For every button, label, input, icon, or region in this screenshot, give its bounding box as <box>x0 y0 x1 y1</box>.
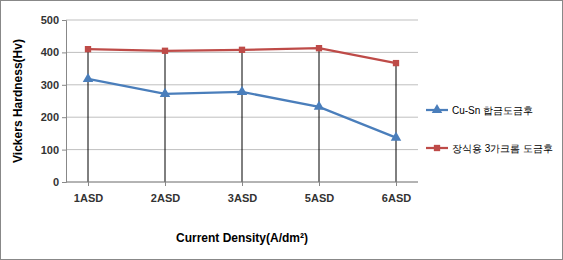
tick-label: 2ASD <box>151 192 180 204</box>
marker <box>393 60 399 66</box>
tick-mark <box>62 52 66 53</box>
marker <box>83 73 94 82</box>
tick-label: 3ASD <box>228 192 257 204</box>
tick-mark <box>319 182 320 186</box>
drop-line <box>396 63 397 182</box>
x-axis: 1ASD 2ASD 3ASD 5ASD 6ASD <box>66 182 418 204</box>
tick: 6ASD <box>382 182 411 204</box>
marker <box>316 45 322 51</box>
tick-mark <box>88 182 89 186</box>
chart: 0 100 200 300 400 500 1ASD 2ASD 3ASD 5ASD 6ASD Curr… <box>0 0 563 260</box>
series <box>83 73 402 141</box>
legend-label: 장식용 3가크롬 도금후 <box>452 143 553 154</box>
marker <box>237 86 248 95</box>
tick: 200 <box>41 111 66 123</box>
legend-marker <box>434 145 440 151</box>
y-axis-title: Vickers Hardness(Hv) <box>11 39 25 163</box>
chart-frame <box>1 1 563 260</box>
tick: 5ASD <box>305 182 334 204</box>
marker <box>391 132 402 141</box>
tick-mark <box>62 117 66 118</box>
axis-line <box>62 21 67 183</box>
marker <box>314 101 325 110</box>
tick-mark <box>62 182 66 183</box>
drop-line <box>165 51 166 182</box>
marker <box>162 48 168 54</box>
tick-label: 5ASD <box>305 192 334 204</box>
series <box>85 45 399 66</box>
tick: 300 <box>41 79 66 91</box>
tick: 3ASD <box>228 182 257 204</box>
drop-line <box>242 50 243 182</box>
tick: 400 <box>41 46 66 58</box>
legend-item: Cu-Sn 합금도금후 <box>426 104 533 116</box>
plot-area <box>83 45 402 182</box>
tick: 1ASD <box>74 182 103 204</box>
tick-label: 400 <box>41 46 59 58</box>
tick: 500 <box>41 14 66 26</box>
tick-mark <box>62 20 66 21</box>
tick-label: 300 <box>41 79 59 91</box>
drop-lines <box>88 48 396 182</box>
tick-mark <box>62 150 66 151</box>
tick-mark <box>242 182 243 186</box>
tick: 2ASD <box>151 182 180 204</box>
tick-label: 100 <box>41 144 59 156</box>
marker <box>85 46 91 52</box>
legend-label: Cu-Sn 합금도금후 <box>452 105 533 116</box>
legend-item: 장식용 3가크롬 도금후 <box>426 143 553 154</box>
drop-line <box>319 48 320 182</box>
marker <box>239 47 245 53</box>
tick-mark <box>165 182 166 186</box>
grid <box>66 20 418 182</box>
tick-mark <box>62 85 66 86</box>
y-axis: 0 100 200 300 400 500 <box>41 14 67 188</box>
x-axis-title: Current Density(A/dm²) <box>176 231 308 245</box>
tick-label: 0 <box>53 176 59 188</box>
tick: 0 <box>53 176 66 188</box>
drop-line <box>88 49 89 182</box>
legend-marker <box>432 104 443 113</box>
marker <box>160 88 171 97</box>
tick-label: 500 <box>41 14 59 26</box>
legend: Cu-Sn 합금도금후장식용 3가크롬 도금후 <box>426 104 553 154</box>
series-line <box>88 79 396 138</box>
tick-mark <box>396 182 397 186</box>
tick-label: 6ASD <box>382 192 411 204</box>
tick-label: 1ASD <box>74 192 103 204</box>
tick: 100 <box>41 144 66 156</box>
grid-line <box>66 20 418 21</box>
tick-label: 200 <box>41 111 59 123</box>
